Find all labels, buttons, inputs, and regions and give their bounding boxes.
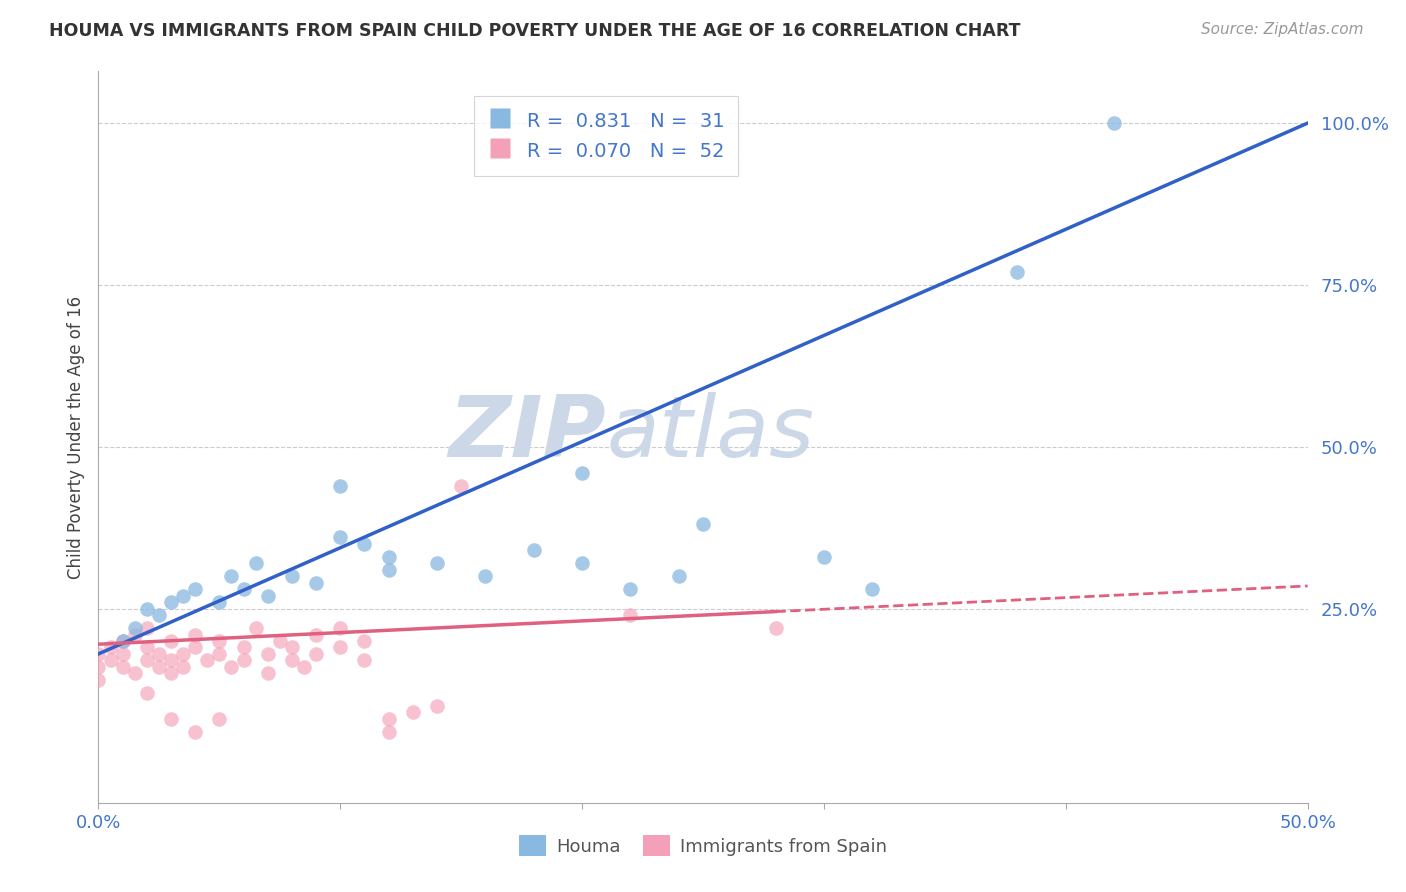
Point <box>100 653 122 667</box>
Point <box>353 653 375 667</box>
Point <box>245 621 267 635</box>
Point <box>148 647 170 661</box>
Point <box>292 660 315 674</box>
Point <box>232 582 254 597</box>
Point <box>305 647 328 661</box>
Point <box>692 517 714 532</box>
Point <box>860 582 883 597</box>
Point <box>160 595 183 609</box>
Point <box>619 582 641 597</box>
Point <box>111 647 134 661</box>
Point <box>195 653 218 667</box>
Legend: Houma, Immigrants from Spain: Houma, Immigrants from Spain <box>512 828 894 863</box>
Point <box>172 647 194 661</box>
Point <box>221 569 243 583</box>
Point <box>160 666 183 681</box>
Point <box>1007 265 1029 279</box>
Point <box>172 589 194 603</box>
Point <box>329 530 352 544</box>
Point <box>305 627 328 641</box>
Point <box>353 537 375 551</box>
Point <box>474 569 496 583</box>
Text: HOUMA VS IMMIGRANTS FROM SPAIN CHILD POVERTY UNDER THE AGE OF 16 CORRELATION CHA: HOUMA VS IMMIGRANTS FROM SPAIN CHILD POV… <box>49 22 1021 40</box>
Point <box>160 634 183 648</box>
Point <box>256 589 278 603</box>
Point <box>1102 116 1125 130</box>
Point <box>232 640 254 655</box>
Point <box>813 549 835 564</box>
Point <box>87 673 110 687</box>
Point <box>135 686 157 700</box>
Point <box>426 698 449 713</box>
Point <box>124 666 146 681</box>
Point <box>245 557 267 571</box>
Point <box>281 653 304 667</box>
Point <box>184 640 207 655</box>
Point <box>172 660 194 674</box>
Point <box>765 621 787 635</box>
Point <box>281 569 304 583</box>
Point <box>160 653 183 667</box>
Point <box>208 647 231 661</box>
Point <box>148 660 170 674</box>
Point <box>160 712 183 726</box>
Point <box>377 549 399 564</box>
Point <box>329 478 352 492</box>
Point <box>184 724 207 739</box>
Point <box>232 653 254 667</box>
Point <box>221 660 243 674</box>
Point <box>426 557 449 571</box>
Point <box>124 627 146 641</box>
Y-axis label: Child Poverty Under the Age of 16: Child Poverty Under the Age of 16 <box>66 295 84 579</box>
Point <box>135 621 157 635</box>
Point <box>111 634 134 648</box>
Point <box>619 608 641 623</box>
Point <box>377 563 399 577</box>
Text: ZIP: ZIP <box>449 392 606 475</box>
Point <box>571 466 593 480</box>
Point <box>668 569 690 583</box>
Point <box>148 608 170 623</box>
Point <box>269 634 291 648</box>
Point <box>256 647 278 661</box>
Point <box>402 705 425 719</box>
Point <box>208 712 231 726</box>
Point <box>135 640 157 655</box>
Point <box>329 640 352 655</box>
Point <box>100 640 122 655</box>
Point <box>184 582 207 597</box>
Point <box>256 666 278 681</box>
Point <box>329 621 352 635</box>
Point <box>208 595 231 609</box>
Point <box>135 601 157 615</box>
Point <box>281 640 304 655</box>
Point <box>208 634 231 648</box>
Point <box>305 575 328 590</box>
Point <box>111 634 134 648</box>
Point <box>135 653 157 667</box>
Point <box>111 660 134 674</box>
Point <box>523 543 546 558</box>
Point <box>377 724 399 739</box>
Point <box>87 660 110 674</box>
Point <box>353 634 375 648</box>
Point <box>87 647 110 661</box>
Point <box>571 557 593 571</box>
Point <box>450 478 472 492</box>
Point <box>124 621 146 635</box>
Text: Source: ZipAtlas.com: Source: ZipAtlas.com <box>1201 22 1364 37</box>
Point <box>184 627 207 641</box>
Text: atlas: atlas <box>606 392 814 475</box>
Point <box>377 712 399 726</box>
